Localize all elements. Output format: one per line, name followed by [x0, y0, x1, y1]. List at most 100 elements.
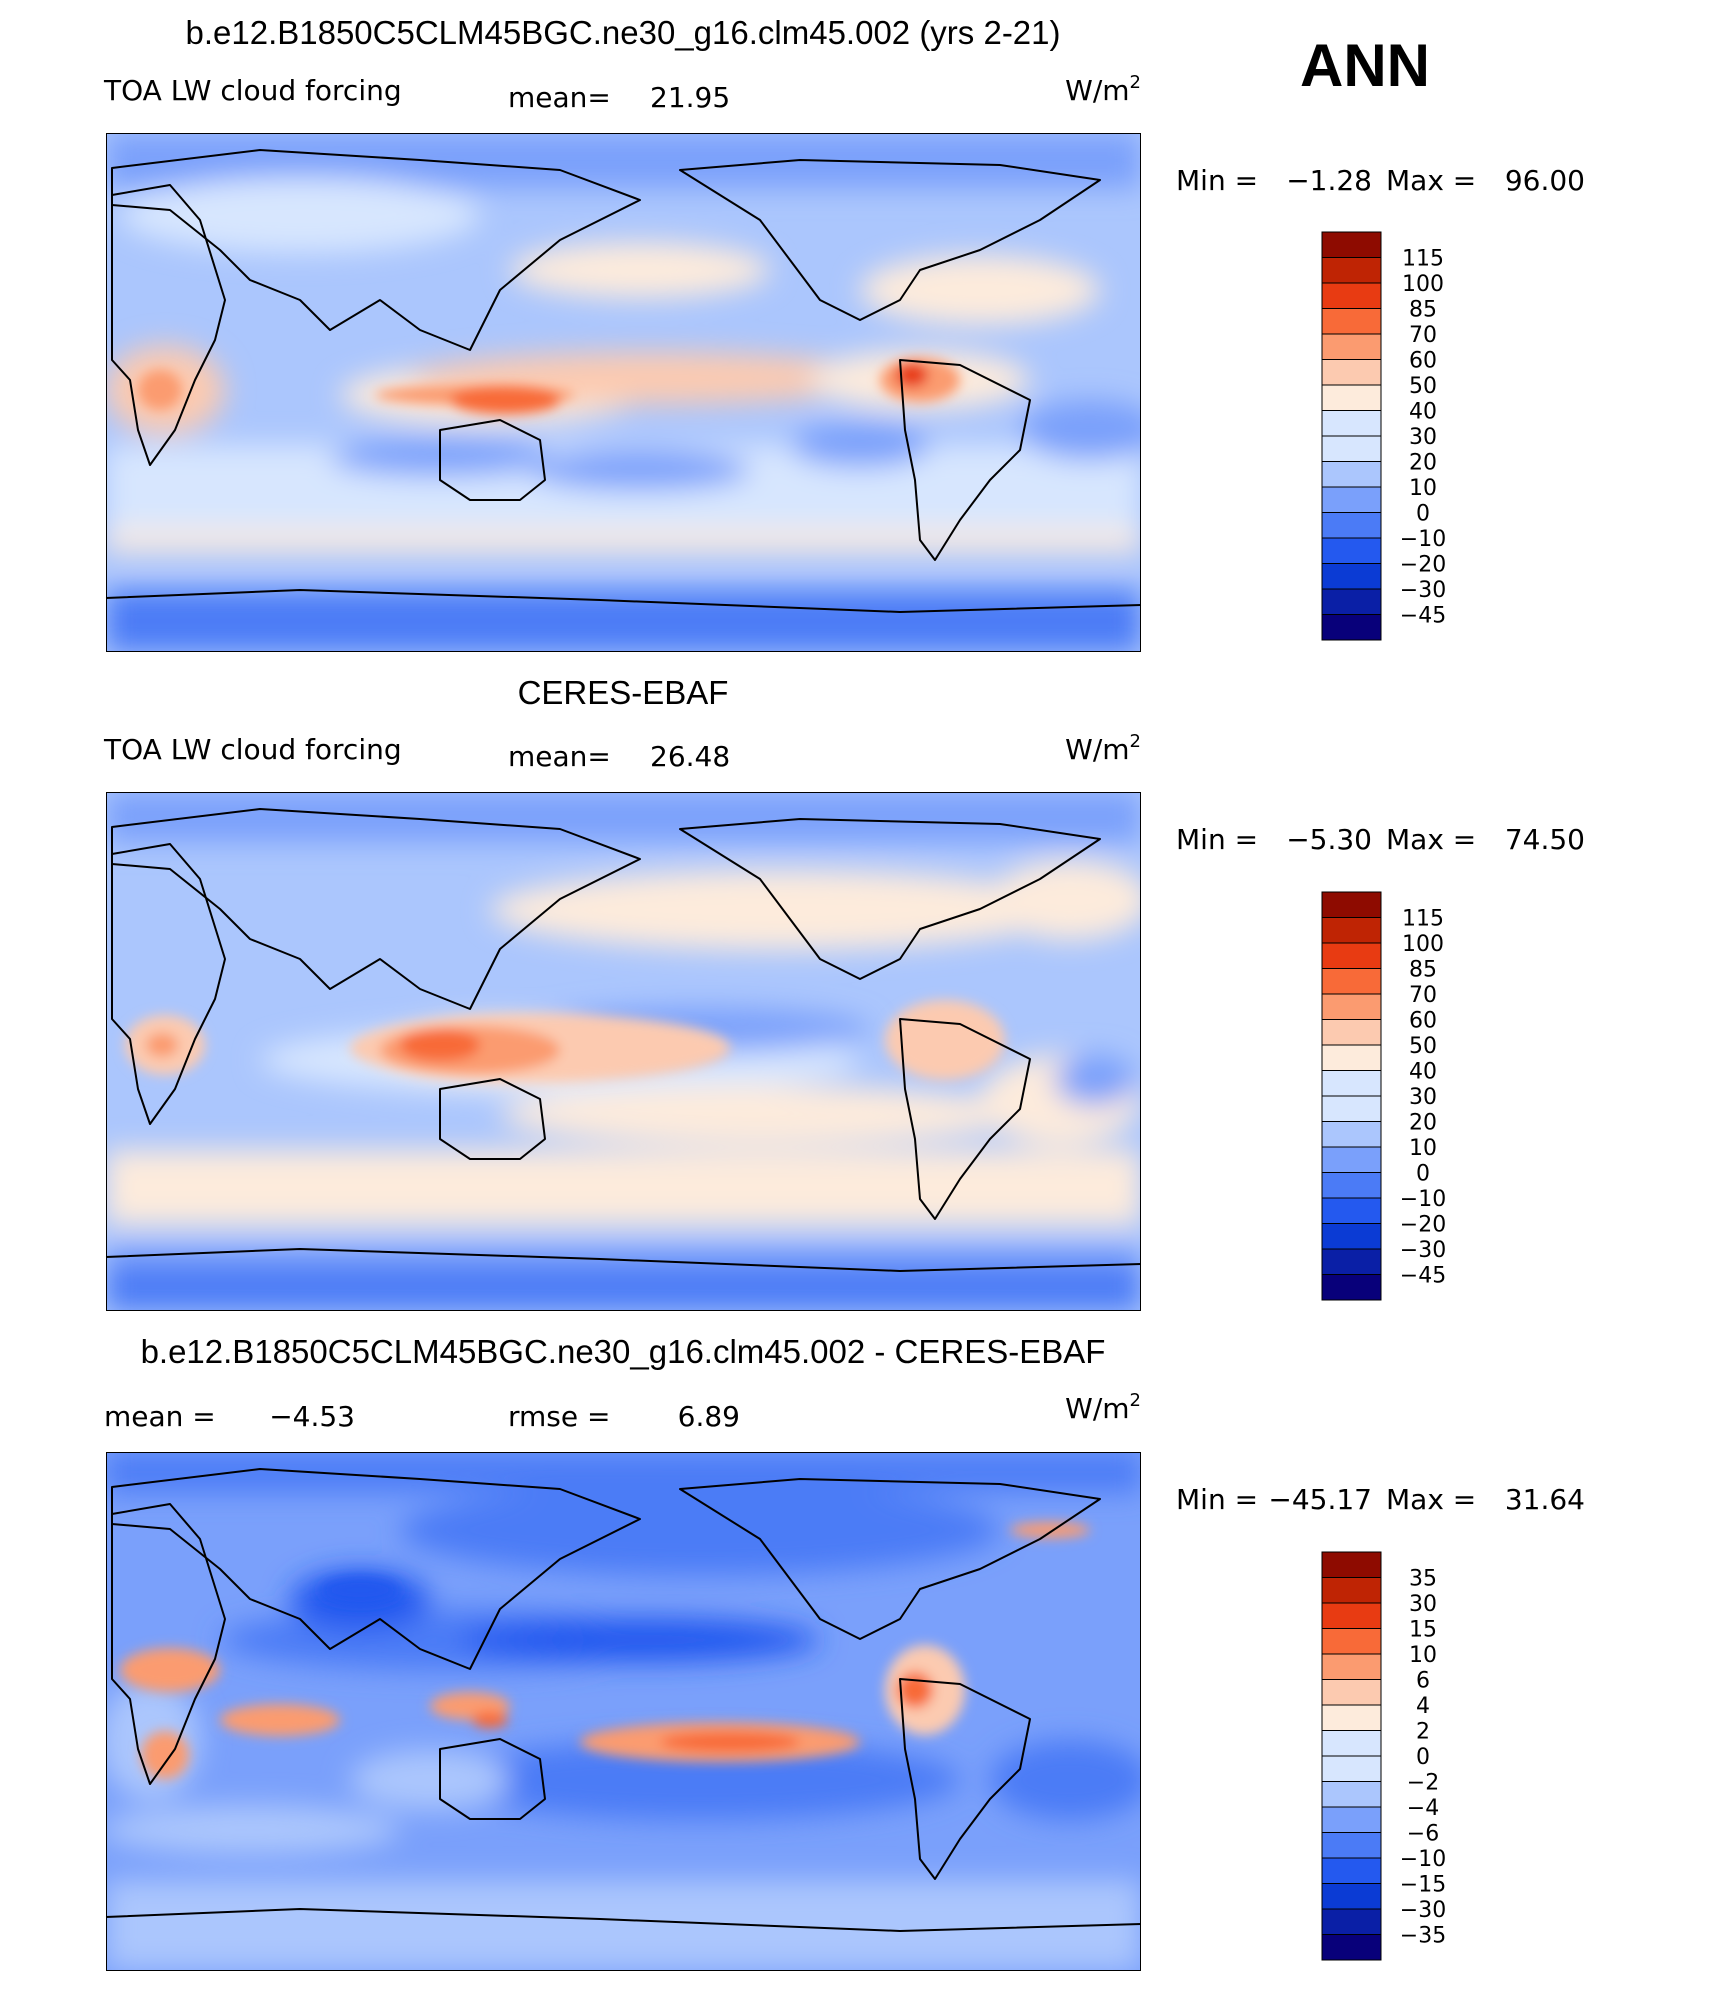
- coastline-path: [439, 1738, 546, 1820]
- colorbar-tick-label: 50: [1409, 374, 1437, 399]
- colorbar-box: [1321, 257, 1382, 284]
- colorbar-tick-label: 0: [1416, 1162, 1430, 1187]
- mean-value: −4.53: [269, 1400, 355, 1433]
- colorbar-box: [1321, 1857, 1382, 1884]
- colorbar-box: [1321, 1934, 1382, 1961]
- colorbar-box: [1321, 614, 1382, 641]
- colorbar-tick-label: −4: [1407, 1796, 1439, 1821]
- colorbar-tick-label: 15: [1409, 1618, 1437, 1643]
- colorbar-tick-label: −45: [1400, 1264, 1446, 1289]
- colorbar-tick-label: −10: [1400, 1847, 1446, 1872]
- coastline-path: [439, 419, 546, 501]
- colorbar-tick-label: −10: [1400, 1187, 1446, 1212]
- variable-label: TOA LW cloud forcing: [103, 74, 402, 107]
- colorbar-box: [1321, 1908, 1382, 1935]
- rmse-label: rmse =: [508, 1400, 610, 1433]
- colorbar-box: [1321, 1653, 1382, 1680]
- panel-title: b.e12.B1850C5CLM45BGC.ne30_g16.clm45.002…: [185, 14, 1060, 51]
- coastline-path: [679, 1478, 1101, 1640]
- coastline-path: [679, 818, 1101, 980]
- colorbar-box: [1321, 1070, 1382, 1097]
- panel-diff: b.e12.B1850C5CLM45BGC.ne30_g16.clm45.002…: [104, 1333, 1585, 1971]
- colorbar-box: [1321, 993, 1382, 1020]
- colorbar-box: [1321, 1248, 1382, 1275]
- min-value: −5.30: [1286, 823, 1372, 856]
- colorbar-box: [1321, 282, 1382, 309]
- colorbar-box: [1321, 1274, 1382, 1301]
- colorbar-box: [1321, 461, 1382, 488]
- coastline-path: [111, 1468, 641, 1670]
- coastline-path: [111, 808, 641, 1010]
- panel-obs: CERES-EBAF TOA LW cloud forcing mean= 26…: [103, 674, 1585, 1311]
- colorbar-tick-label: 10: [1409, 1643, 1437, 1668]
- colorbar-tick-label: −45: [1400, 604, 1446, 629]
- colorbar-tick-label: 85: [1409, 298, 1437, 323]
- colorbar-box: [1321, 410, 1382, 437]
- colorbar-tick-label: 4: [1416, 1694, 1430, 1719]
- map-field: [106, 1452, 1141, 1971]
- colorbar-tick-label: −30: [1400, 1898, 1446, 1923]
- coastline-path: [899, 1018, 1031, 1220]
- colorbar-tick-label: 85: [1409, 958, 1437, 983]
- colorbar-tick-label: −30: [1400, 1238, 1446, 1263]
- colorbar-box: [1321, 537, 1382, 564]
- colorbar-tick-label: 35: [1409, 1567, 1437, 1592]
- colorbar-box: [1321, 1628, 1382, 1655]
- colorbar-box: [1321, 435, 1382, 462]
- coastline-path: [899, 1678, 1031, 1880]
- coastline-path: [105, 1908, 1142, 1932]
- colorbar-box: [1321, 1223, 1382, 1250]
- max-label: Max =: [1386, 823, 1476, 856]
- coastlines: [105, 149, 1142, 1932]
- colorbar-box: [1321, 333, 1382, 360]
- colorbar-box: [1321, 1730, 1382, 1757]
- panel-model: b.e12.B1850C5CLM45BGC.ne30_g16.clm45.002…: [103, 14, 1585, 652]
- colorbar-tick-label: −35: [1400, 1924, 1446, 1949]
- colorbar-tick-label: 20: [1409, 451, 1437, 476]
- colorbar-box: [1321, 1146, 1382, 1173]
- min-value: −45.17: [1268, 1483, 1372, 1516]
- colorbar-box: [1321, 1551, 1382, 1578]
- panel-title: CERES-EBAF: [518, 674, 729, 711]
- mean-value: 21.95: [650, 81, 730, 114]
- colorbar-box: [1321, 1704, 1382, 1731]
- colorbar-box: [1321, 1121, 1382, 1148]
- max-value: 31.64: [1505, 1483, 1585, 1516]
- colorbar-box: [1321, 588, 1382, 615]
- coastline-path: [111, 184, 226, 466]
- min-label: Min =: [1176, 1483, 1258, 1516]
- colorbar-tick-label: 40: [1409, 1060, 1437, 1085]
- mean-label: mean =: [104, 1400, 216, 1433]
- colorbar-tick-label: −20: [1400, 553, 1446, 578]
- variable-label: TOA LW cloud forcing: [103, 733, 402, 766]
- colorbar-tick-label: 30: [1409, 1592, 1437, 1617]
- colorbar-box: [1321, 486, 1382, 513]
- colorbar-tick-label: 40: [1409, 400, 1437, 425]
- colorbar-tick-label: 115: [1402, 247, 1444, 272]
- colorbar-box: [1321, 1577, 1382, 1604]
- colorbar-box: [1321, 1602, 1382, 1629]
- colorbar-tick-label: 0: [1416, 1745, 1430, 1770]
- colorbar-box: [1321, 1095, 1382, 1122]
- colorbar-tick-label: 70: [1409, 983, 1437, 1008]
- colorbar-box: [1321, 1806, 1382, 1833]
- coastline-path: [105, 1248, 1142, 1272]
- colorbar-box: [1321, 891, 1382, 918]
- colorbar-box: [1321, 1755, 1382, 1782]
- colorbar-box: [1321, 1019, 1382, 1046]
- max-label: Max =: [1386, 1483, 1476, 1516]
- colorbar-box: [1321, 359, 1382, 386]
- colorbar-box: [1321, 1832, 1382, 1859]
- coastline-path: [439, 1078, 546, 1160]
- max-value: 74.50: [1505, 823, 1585, 856]
- colorbar-tick-label: 30: [1409, 1085, 1437, 1110]
- colorbar-tick-label: −20: [1400, 1213, 1446, 1238]
- colorbar-tick-label: −6: [1407, 1822, 1439, 1847]
- rmse-value: 6.89: [678, 1400, 740, 1433]
- colorbar-tick-label: −30: [1400, 578, 1446, 603]
- colorbar-tick-label: 60: [1409, 1009, 1437, 1034]
